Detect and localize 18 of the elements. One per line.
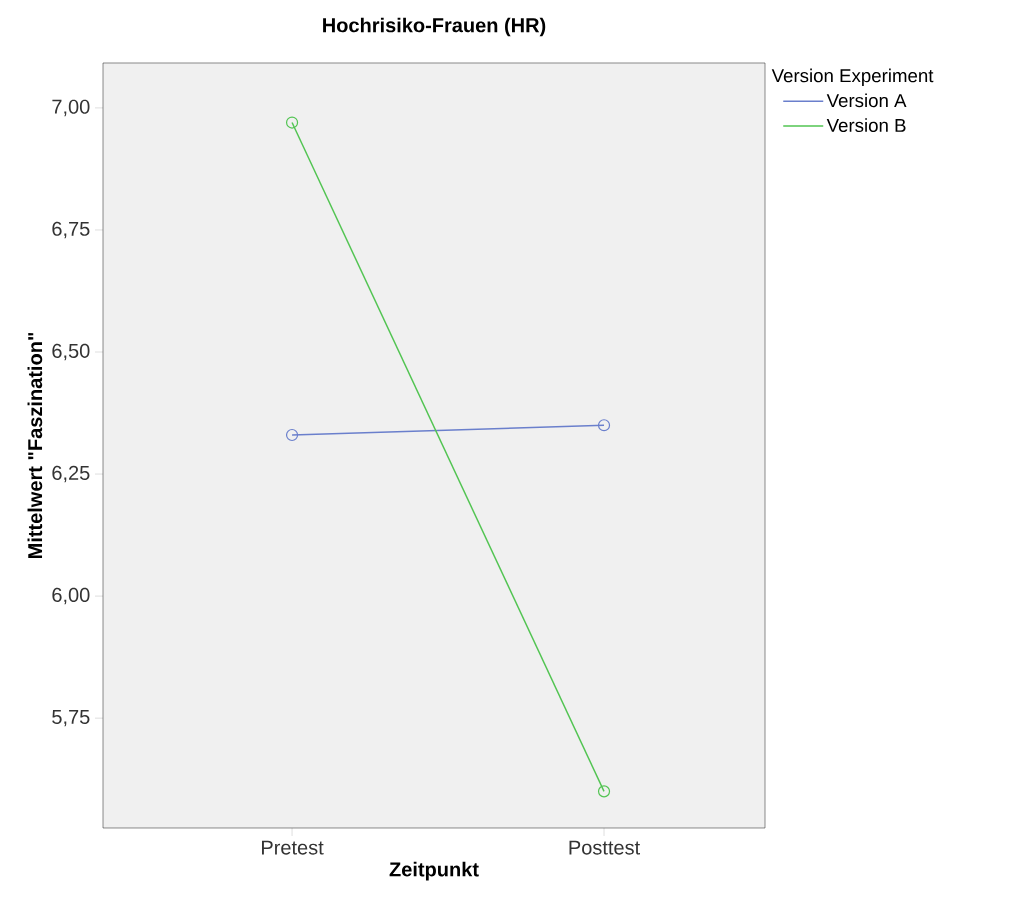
y-tick-label: 6,50 xyxy=(52,343,90,361)
point xyxy=(597,785,611,798)
legend-title: Version Experiment xyxy=(771,68,934,86)
x-tick-label: Posttest xyxy=(569,840,641,855)
point xyxy=(597,419,611,432)
chart-title: Hochrisiko-Frauen (HR) xyxy=(323,17,546,37)
y-tick-label: 6,75 xyxy=(52,221,90,239)
y-axis-title: Mittelwert "Faszination" xyxy=(27,332,43,559)
x-tick-label: Pretest xyxy=(262,840,324,855)
legend-label: Version A xyxy=(826,93,907,108)
y-tick-label: 7,00 xyxy=(52,99,90,117)
legend-label: Version B xyxy=(826,118,906,133)
y-tick-label: 6,25 xyxy=(52,465,90,483)
x-axis-title: Zeitpunkt xyxy=(389,861,479,881)
point xyxy=(285,428,299,442)
y-tick-label: 6,00 xyxy=(52,587,90,605)
point xyxy=(285,116,299,129)
y-tick-label: 5,75 xyxy=(52,709,90,727)
